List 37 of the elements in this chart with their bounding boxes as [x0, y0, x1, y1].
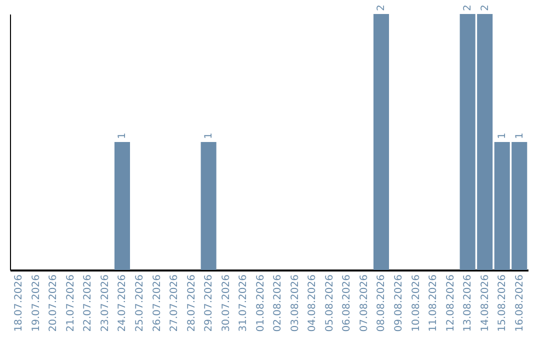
x-tick-label: 05.08.2026 — [324, 274, 336, 332]
x-tick-label: 24.07.2026 — [117, 274, 128, 332]
data-label: 1 — [204, 132, 215, 139]
x-tick-label: 28.07.2026 — [186, 274, 198, 332]
x-tick-label: 04.08.2026 — [307, 274, 318, 332]
x-tick-label: 11.08.2026 — [428, 274, 440, 332]
x-tick-label: 26.07.2026 — [152, 274, 163, 332]
x-tick-label: 18.07.2026 — [14, 274, 25, 332]
x-tick-label: 03.08.2026 — [290, 274, 301, 332]
x-tick-label: 15.08.2026 — [497, 274, 508, 332]
x-tick-label: 12.08.2026 — [445, 274, 456, 332]
data-label: 2 — [462, 4, 474, 11]
x-tick-label: 09.08.2026 — [394, 274, 404, 332]
data-label: 1 — [497, 132, 508, 139]
data-label: 1 — [514, 132, 526, 139]
x-tick-label: 07.08.2026 — [358, 274, 370, 332]
x-tick-label: 20.07.2026 — [48, 274, 60, 332]
x-tick-label: 16.08.2026 — [514, 274, 526, 332]
x-tick-label: 06.08.2026 — [342, 274, 353, 332]
x-tick-label: 19.07.2026 — [30, 274, 42, 332]
data-label: 1 — [117, 132, 128, 139]
x-tick-label: 08.08.2026 — [376, 274, 388, 332]
x-tick-label: 21.07.2026 — [65, 274, 76, 332]
x-tick-label: 10.08.2026 — [410, 274, 422, 332]
x-tick-label: 29.07.2026 — [204, 274, 215, 332]
x-tick-label: 02.08.2026 — [272, 274, 284, 332]
x-tick-label: 27.07.2026 — [169, 274, 180, 332]
data-label: 2 — [376, 4, 388, 11]
x-tick-label: 23.07.2026 — [100, 274, 111, 332]
data-label: 2 — [480, 4, 491, 11]
x-tick-label: 14.08.2026 — [480, 274, 491, 332]
x-tick-label: 31.07.2026 — [238, 274, 250, 332]
x-tick-label: 25.07.2026 — [134, 274, 146, 332]
x-tick-label: 30.07.2026 — [220, 274, 232, 332]
x-tick-label: 22.07.2026 — [82, 274, 94, 332]
x-tick-label: 13.08.2026 — [462, 274, 474, 332]
x-tick-label: 01.08.2026 — [255, 274, 266, 332]
